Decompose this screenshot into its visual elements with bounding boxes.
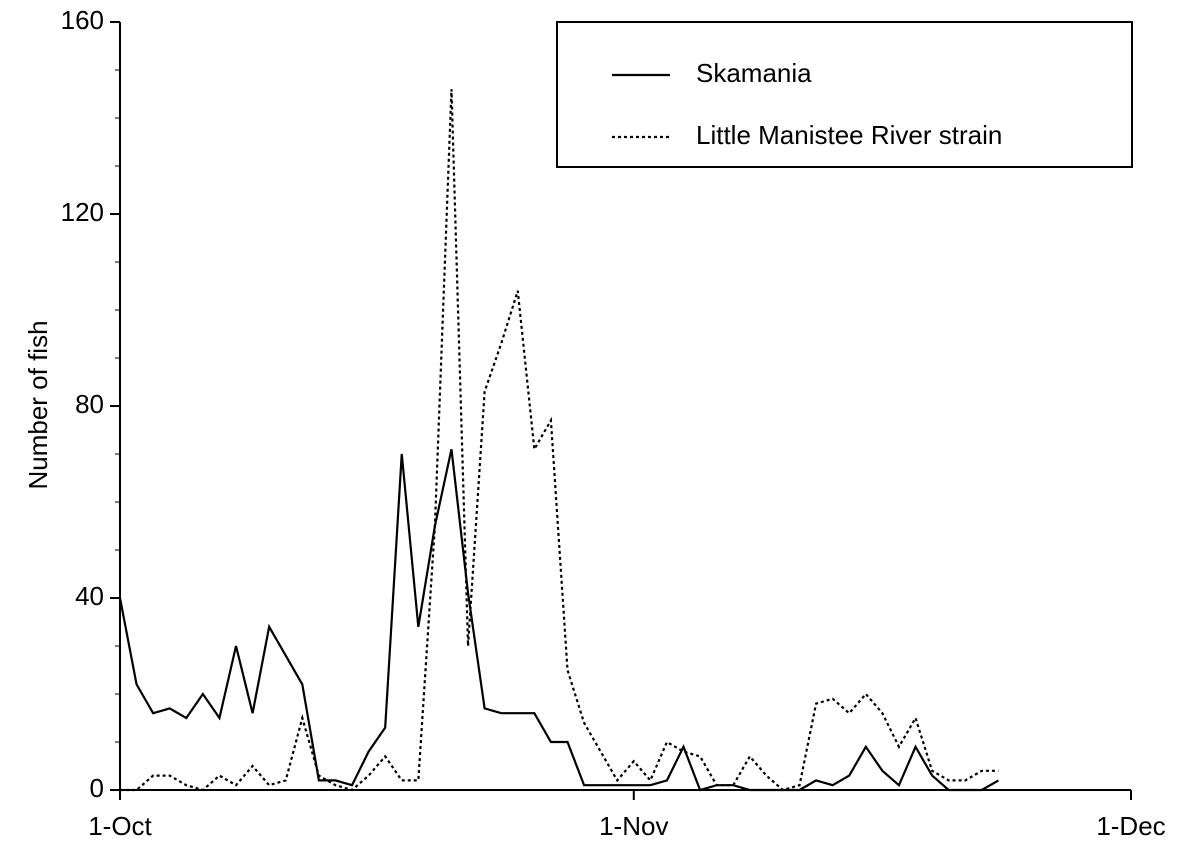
y-tick-label: 0 — [90, 773, 104, 803]
series-line — [118, 448, 999, 792]
legend-label: Skamania — [696, 58, 812, 88]
y-tick-label: 40 — [75, 581, 104, 611]
y-axis-label: Number of fish — [23, 320, 53, 489]
y-tick-label: 160 — [61, 5, 104, 35]
x-tick-label: 1-Oct — [88, 811, 152, 841]
x-tick-label: 1-Dec — [1096, 811, 1165, 841]
x-tick-label: 1-Nov — [599, 811, 668, 841]
legend-box — [556, 21, 1133, 168]
series-line — [120, 89, 999, 792]
legend-label: Little Manistee River strain — [696, 120, 1002, 150]
y-tick-label: 120 — [61, 197, 104, 227]
y-tick-label: 80 — [75, 389, 104, 419]
